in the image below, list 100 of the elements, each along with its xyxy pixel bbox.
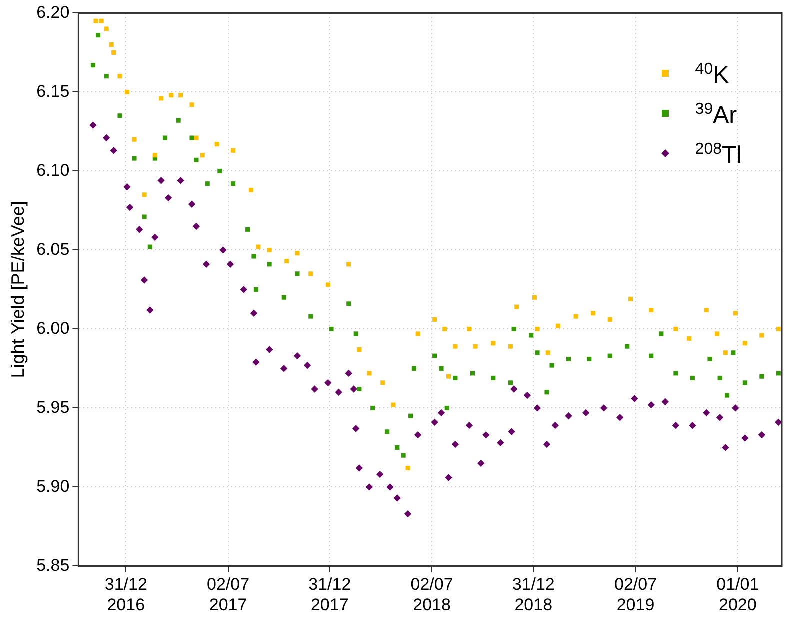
point: [194, 136, 199, 140]
point: [718, 376, 722, 380]
y-tick-label: 6.10: [36, 160, 70, 180]
x-tick-label: 31/12 2016: [104, 575, 148, 614]
point: [760, 374, 764, 379]
point: [649, 354, 654, 358]
point: [723, 350, 728, 356]
point: [491, 341, 496, 346]
point: [152, 153, 158, 158]
point: [118, 74, 122, 79]
point: [742, 341, 748, 346]
point: [200, 153, 205, 158]
point: [453, 376, 458, 380]
point: [295, 272, 300, 276]
point: [395, 445, 400, 450]
point: [354, 332, 358, 336]
x-tick-label: 01/01 2020: [716, 575, 760, 614]
point: [254, 287, 258, 292]
legend-label: $^{40}$K: [695, 60, 730, 92]
point: [535, 350, 540, 356]
x-tick-label: 31/12 2018: [512, 575, 555, 614]
point: [256, 244, 261, 250]
point: [205, 182, 210, 186]
point: [687, 336, 692, 341]
point: [169, 93, 174, 98]
point: [412, 366, 416, 371]
point: [432, 354, 438, 358]
point: [401, 453, 406, 458]
point: [532, 295, 537, 300]
point: [556, 324, 560, 328]
y-tick-label: 5.95: [36, 398, 70, 417]
point: [649, 308, 654, 313]
point: [760, 333, 764, 338]
y-axis-title: Light Yield [PE/keVee]: [8, 201, 28, 378]
point: [442, 326, 448, 332]
point: [295, 251, 300, 256]
point: [329, 326, 334, 332]
point: [308, 314, 314, 319]
point: [267, 262, 272, 267]
point: [406, 466, 410, 471]
point: [231, 148, 236, 153]
x-tick-label: 02/07 2017: [207, 575, 250, 614]
legend-label: $^{39}$Ar: [695, 100, 738, 132]
point: [104, 74, 109, 79]
point: [159, 96, 164, 101]
point: [190, 136, 194, 140]
point: [550, 363, 554, 368]
x-tick-label: 02/07 2019: [614, 575, 658, 614]
point: [118, 114, 122, 118]
point: [176, 118, 181, 123]
point: [591, 311, 596, 316]
point: [731, 350, 736, 356]
point: [90, 63, 96, 68]
point: [357, 386, 362, 392]
legend-label: $^{208}$Tl: [695, 140, 742, 172]
point: [608, 317, 612, 322]
point: [659, 332, 664, 336]
point: [346, 262, 352, 267]
point: [248, 188, 254, 192]
point: [132, 156, 137, 161]
point: [512, 326, 516, 332]
point: [529, 333, 534, 338]
point: [142, 192, 147, 198]
point: [708, 356, 712, 362]
point: [252, 254, 256, 259]
point: [346, 302, 352, 306]
point: [267, 248, 272, 252]
y-tick-label: 6.05: [36, 240, 70, 259]
point: [628, 296, 633, 302]
point: [514, 304, 520, 310]
point: [367, 371, 372, 376]
point: [714, 332, 720, 336]
point: [444, 406, 450, 410]
point: [733, 311, 738, 316]
point: [446, 374, 452, 379]
y-tick-label: 6.15: [36, 82, 70, 101]
point: [124, 90, 130, 94]
point: [608, 354, 612, 358]
point: [742, 380, 748, 386]
point: [162, 136, 168, 140]
point: [308, 272, 314, 276]
y-tick-label: 6.00: [36, 318, 70, 338]
point: [508, 380, 513, 386]
point: [566, 356, 572, 362]
point: [546, 350, 550, 356]
point: [231, 182, 236, 186]
point: [112, 50, 116, 55]
point: [467, 326, 472, 332]
x-tick-label: 31/12 2017: [308, 575, 352, 614]
point: [453, 344, 458, 349]
point: [370, 406, 376, 410]
point: [214, 142, 220, 147]
point: [725, 393, 730, 398]
point: [674, 371, 678, 376]
point: [704, 308, 709, 313]
point: [132, 137, 137, 142]
point: [190, 102, 194, 108]
point: [194, 158, 199, 162]
point: [148, 244, 152, 250]
point: [587, 356, 592, 362]
